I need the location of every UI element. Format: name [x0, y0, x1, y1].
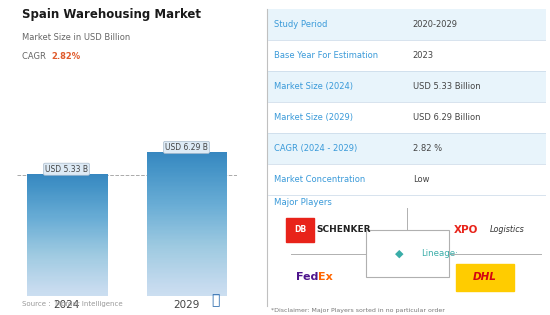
Text: USD 5.33 B: USD 5.33 B [45, 165, 88, 174]
Text: 2020-2029: 2020-2029 [413, 20, 458, 29]
FancyBboxPatch shape [366, 230, 449, 277]
Bar [268, 40, 546, 72]
Text: DHL: DHL [473, 272, 497, 282]
Text: SCHENKER: SCHENKER [316, 226, 371, 234]
Text: Logistics: Logistics [490, 226, 525, 234]
Text: 2.82 %: 2.82 % [413, 144, 442, 153]
Bar [268, 133, 546, 164]
Text: USD 5.33 Billion: USD 5.33 Billion [413, 83, 481, 91]
Bar [268, 164, 546, 195]
Bar [268, 72, 546, 102]
Text: Base Year For Estimation: Base Year For Estimation [274, 51, 378, 60]
Text: DB: DB [294, 226, 306, 234]
FancyBboxPatch shape [456, 264, 514, 290]
Text: CAGR (2024 - 2029): CAGR (2024 - 2029) [274, 144, 357, 153]
Text: XPO: XPO [453, 225, 478, 235]
Text: Major Players: Major Players [274, 198, 332, 208]
Text: Fed: Fed [296, 272, 318, 282]
Text: USD 6.29 B: USD 6.29 B [165, 143, 208, 152]
Text: Spain Warehousing Market: Spain Warehousing Market [22, 8, 201, 21]
Text: Ex: Ex [318, 272, 333, 282]
Text: Study Period: Study Period [274, 20, 327, 29]
Text: *Disclaimer: Major Players sorted in no particular order: *Disclaimer: Major Players sorted in no … [271, 308, 445, 313]
Text: ◆: ◆ [395, 249, 403, 259]
Text: USD 6.29 Billion: USD 6.29 Billion [413, 113, 480, 122]
Text: CAGR: CAGR [22, 52, 48, 61]
Text: 2.82%: 2.82% [51, 52, 80, 61]
Text: Market Size (2024): Market Size (2024) [274, 83, 353, 91]
Text: Lineage·: Lineage· [421, 249, 458, 258]
Text: Low: Low [413, 175, 430, 184]
Bar [268, 102, 546, 133]
Text: Market Size (2029): Market Size (2029) [274, 113, 353, 122]
Text: Ⓜ: Ⓜ [212, 293, 220, 307]
Text: Market Concentration: Market Concentration [274, 175, 365, 184]
FancyBboxPatch shape [287, 218, 314, 242]
Text: Market Size in USD Billion: Market Size in USD Billion [22, 33, 130, 42]
Text: 2023: 2023 [413, 51, 434, 60]
Text: Source :  Mordor Intelligence: Source : Mordor Intelligence [22, 301, 123, 307]
Bar [268, 9, 546, 40]
